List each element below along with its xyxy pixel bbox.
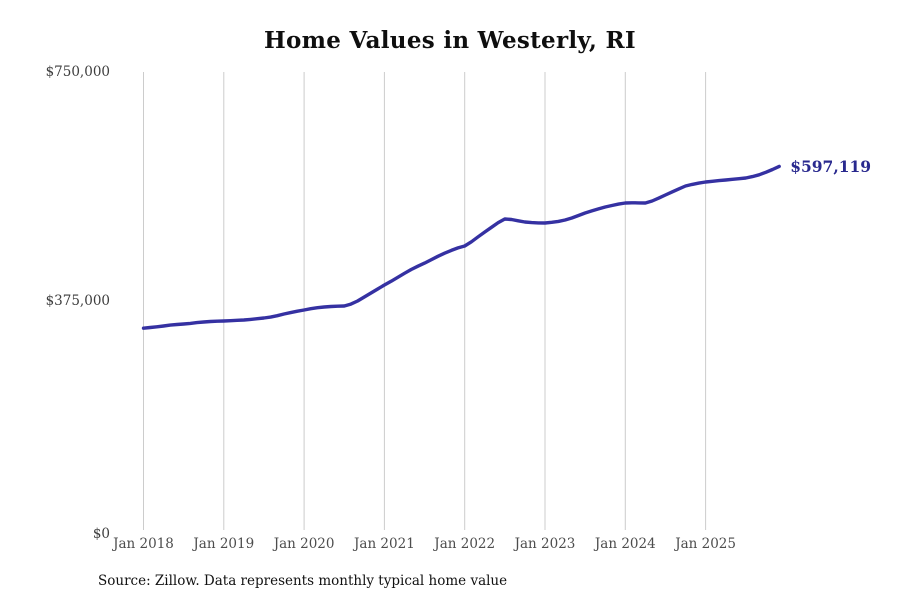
x-axis-tick-label: Jan 2021 [353,536,415,552]
x-axis-tick-label: Jan 2019 [193,536,255,552]
x-axis-tick-label: Jan 2018 [113,536,174,552]
x-axis-tick-label: Jan 2022 [434,536,496,552]
x-axis-tick-label: Jan 2024 [594,536,656,552]
x-axis-tick-label: Jan 2020 [273,536,335,552]
source-note: Source: Zillow. Data represents monthly … [98,573,508,589]
y-axis-tick-label: $375,000 [45,293,110,309]
x-axis-tick-label: Jan 2025 [675,536,736,552]
last-value-annotation: $597,119 [790,157,872,177]
y-axis-tick-label: $0 [92,526,110,542]
x-axis-tick-label: Jan 2023 [514,536,576,552]
y-axis-tick-label: $750,000 [45,64,110,80]
x-axis-labels: Jan 2018 Jan 2019 Jan 2020 Jan 2021 Jan 2022… [0,536,900,556]
chart-title: Home Values in Westerly, RI [263,27,636,54]
home-value-line [141,164,781,330]
